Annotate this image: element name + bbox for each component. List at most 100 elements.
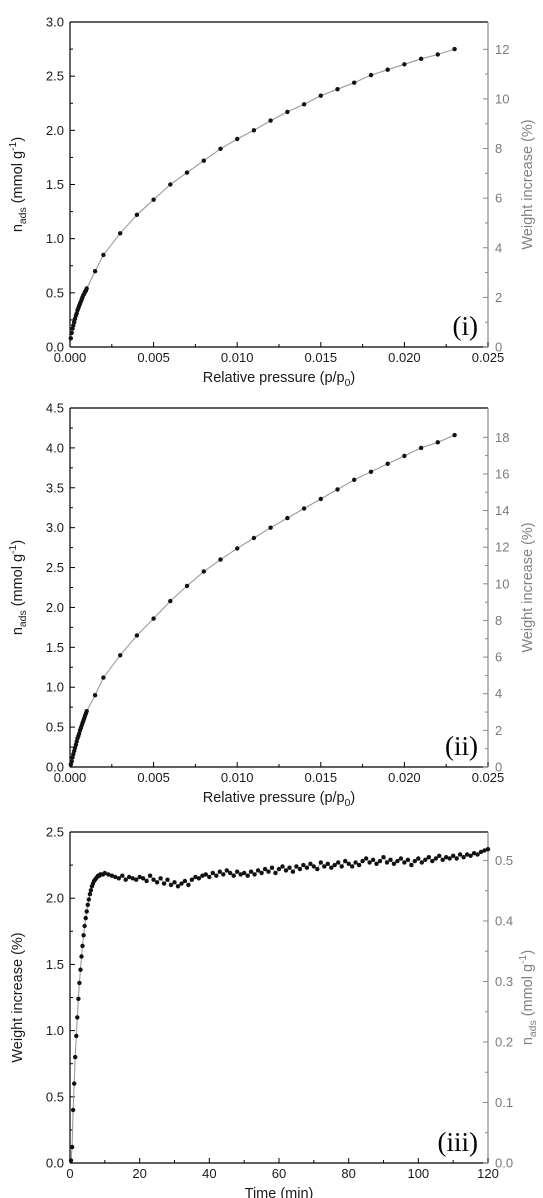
data-point — [482, 848, 487, 853]
data-point — [86, 897, 92, 902]
data-point — [363, 856, 369, 861]
data-point — [273, 870, 278, 876]
data-point — [106, 872, 111, 877]
data-point — [218, 146, 223, 151]
data-point — [245, 873, 250, 878]
data-point — [73, 1054, 78, 1060]
data-point — [77, 980, 82, 986]
data-point — [262, 866, 268, 872]
x-tick-label: 80 — [341, 1166, 355, 1181]
series-line — [70, 48, 455, 339]
data-point — [69, 759, 74, 764]
data-point — [419, 860, 424, 865]
data-point — [88, 888, 94, 893]
y-tick-label: 3.0 — [46, 15, 64, 30]
data-point — [151, 197, 156, 202]
y-tick-label: 1.5 — [46, 640, 64, 655]
data-point — [368, 72, 374, 78]
data-point — [381, 855, 386, 860]
data-point — [374, 861, 379, 866]
x-tick-label: 20 — [132, 1166, 146, 1181]
data-point — [471, 851, 477, 856]
data-point — [84, 709, 89, 714]
data-point — [168, 598, 173, 604]
data-point — [325, 861, 330, 866]
data-point — [475, 852, 480, 857]
data-point — [214, 873, 219, 878]
y2-tick-label: 0.5 — [495, 853, 513, 868]
data-point — [485, 847, 491, 852]
data-point — [92, 693, 98, 698]
data-point — [235, 869, 240, 874]
y2-tick-label: 16 — [495, 466, 509, 481]
panel-label: (iii) — [438, 1127, 479, 1157]
y-tick-label: 2.5 — [46, 560, 64, 575]
data-point — [301, 102, 307, 107]
data-point — [268, 118, 273, 123]
data-point — [92, 269, 98, 274]
data-point — [201, 569, 206, 574]
x-tick-label: 0.020 — [388, 770, 421, 785]
data-point — [285, 515, 290, 521]
data-point — [113, 874, 118, 880]
x-tick-label: 60 — [272, 1166, 286, 1181]
data-point — [468, 853, 473, 858]
data-point — [433, 856, 438, 861]
data-point — [144, 878, 149, 884]
y2-tick-label: 12 — [495, 42, 509, 57]
y-tick-label: 0.5 — [46, 285, 64, 300]
data-point — [350, 864, 355, 869]
data-point — [184, 170, 190, 175]
data-point — [68, 336, 74, 341]
x-tick-label: 0 — [66, 1166, 73, 1181]
data-point — [412, 858, 417, 864]
data-point — [165, 877, 170, 882]
y2-tick-label: 4 — [495, 240, 502, 255]
chart-panel-2: 0.000 0.005 0.010 0.015 0.020 0.025 0.0 0.5 1.0 1… — [8, 401, 536, 810]
data-point — [186, 882, 191, 888]
data-point — [464, 852, 470, 857]
data-point — [311, 864, 316, 869]
chart-panel-3: 0 20 40 60 80 100 1200.00.51.01.52.02.50.00.10… — [10, 825, 539, 1198]
data-point — [301, 506, 307, 511]
data-point — [134, 212, 140, 217]
data-point — [101, 252, 106, 258]
x-tick-label: 0.025 — [472, 770, 505, 785]
data-point — [367, 860, 372, 865]
data-point — [360, 858, 365, 864]
x-tick-label: 0.010 — [221, 770, 254, 785]
data-point — [461, 855, 466, 860]
x-axis-title: Relative pressure (p/p0) — [203, 790, 355, 809]
data-point — [402, 453, 407, 459]
data-point — [280, 864, 285, 869]
data-point — [294, 864, 299, 869]
data-point — [268, 525, 273, 530]
data-point — [248, 869, 254, 874]
data-point — [120, 873, 125, 878]
data-point — [343, 858, 348, 864]
data-point — [388, 857, 393, 862]
data-point — [283, 868, 289, 873]
data-point — [335, 87, 340, 92]
y-tick-label: 2.0 — [46, 891, 64, 906]
y2-tick-label: 0.4 — [495, 913, 513, 928]
data-point — [266, 869, 271, 874]
data-point — [81, 933, 86, 938]
y-tick-label: 0.0 — [46, 760, 64, 775]
y2-tick-label: 10 — [495, 91, 509, 106]
y-tick-label: 4.0 — [46, 440, 64, 455]
y-tick-label: 1.0 — [46, 680, 64, 695]
y2-tick-label: 6 — [495, 191, 502, 206]
y-axis-title: Weight increase (%) — [10, 932, 26, 1062]
data-point — [182, 878, 188, 884]
data-point — [75, 1015, 80, 1020]
data-point — [80, 943, 85, 949]
data-point — [447, 856, 452, 861]
y-tick-label: 1.0 — [46, 231, 64, 246]
panel-label: (i) — [453, 311, 478, 341]
data-point — [79, 954, 84, 959]
y2-tick-label: 0.2 — [495, 1034, 513, 1049]
data-point — [435, 52, 440, 57]
data-point — [235, 546, 240, 551]
y2-tick-label: 18 — [495, 430, 509, 445]
